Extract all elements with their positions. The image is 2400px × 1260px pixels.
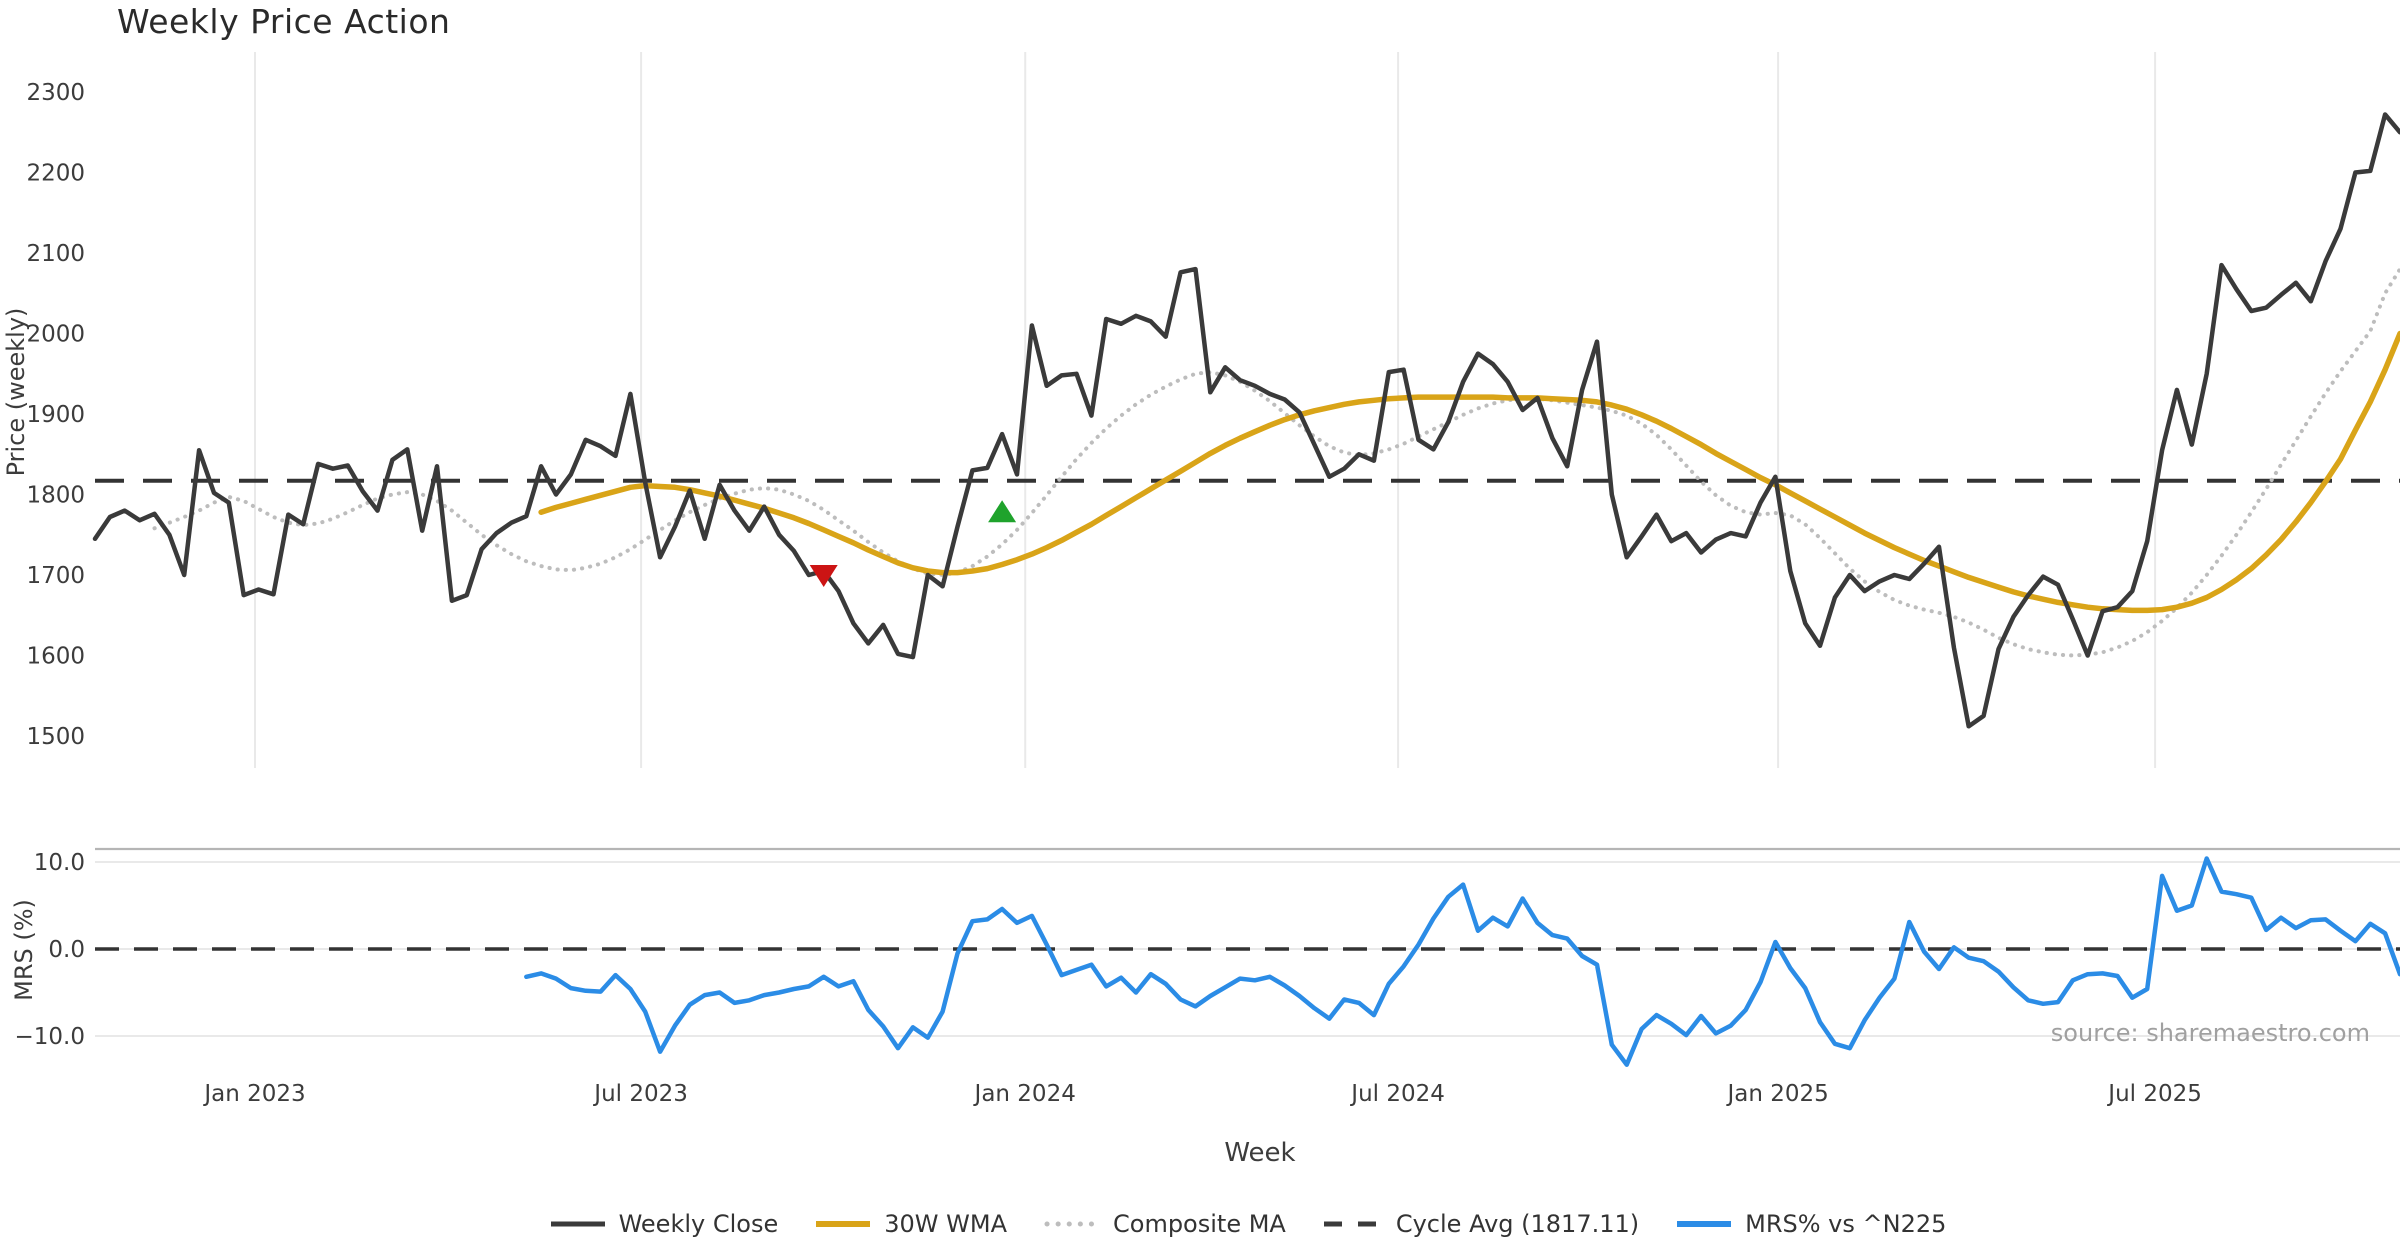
price-tick-label: 1900 xyxy=(26,402,85,428)
legend-item-weekly-close: Weekly Close xyxy=(549,1210,779,1238)
x-tick-label: Jul 2023 xyxy=(592,1081,688,1107)
legend-item-mrs: MRS% vs ^N225 xyxy=(1675,1210,1946,1238)
cycle-avg-dashed-line-icon xyxy=(1323,1221,1382,1227)
page-title: Weekly Price Action xyxy=(117,2,451,41)
legend-item-wma: 30W WMA xyxy=(814,1210,1007,1238)
price-tick-label: 2100 xyxy=(26,241,85,267)
price-tick-label: 2300 xyxy=(26,80,85,106)
price-tick-label: 1500 xyxy=(26,724,85,750)
legend-label: Composite MA xyxy=(1113,1210,1286,1238)
source-watermark: source: sharemaestro.com xyxy=(2050,1019,2370,1047)
x-tick-label: Jul 2025 xyxy=(2106,1081,2202,1107)
mrs-line-icon xyxy=(1677,1221,1732,1227)
legend-label: Weekly Close xyxy=(618,1210,779,1238)
legend: Weekly Close 30W WMA Composite MA Cycle … xyxy=(95,1210,2400,1238)
legend-item-composite: Composite MA xyxy=(1043,1210,1286,1238)
weekly-close-line-icon xyxy=(550,1221,605,1227)
legend-label: MRS% vs ^N225 xyxy=(1745,1210,1947,1238)
sell-signal-marker xyxy=(809,565,838,587)
mrs-tick-label: 0.0 xyxy=(48,937,85,963)
mrs-tick-label: 10.0 xyxy=(34,850,85,876)
legend-item-cycle-avg: Cycle Avg (1817.11) xyxy=(1322,1210,1639,1238)
x-tick-label: Jan 2024 xyxy=(973,1081,1076,1107)
price-tick-label: 1700 xyxy=(26,563,85,589)
x-tick-label: Jan 2025 xyxy=(1725,1081,1828,1107)
price-axis-label: Price (weekly) xyxy=(2,307,30,477)
mrs-axis-label: MRS (%) xyxy=(10,899,38,1001)
weekly-close-line xyxy=(92,112,2400,729)
wma-line xyxy=(538,330,2400,614)
wma-line-icon xyxy=(816,1221,871,1227)
price-tick-label: 1600 xyxy=(26,644,85,670)
x-tick-label: Jan 2023 xyxy=(202,1081,305,1107)
price-tick-label: 2000 xyxy=(26,322,85,348)
legend-label: Cycle Avg (1817.11) xyxy=(1395,1210,1640,1238)
buy-signal-marker xyxy=(988,500,1017,523)
legend-label: 30W WMA xyxy=(884,1210,1007,1238)
mrs-tick-label: −10.0 xyxy=(15,1024,85,1050)
composite-dotted-line-icon xyxy=(1044,1221,1101,1227)
price-tick-label: 1800 xyxy=(26,483,85,509)
x-tick-label: Jul 2024 xyxy=(1349,1081,1445,1107)
price-tick-label: 2200 xyxy=(26,161,85,187)
week-axis-label: Week xyxy=(1224,1138,1296,1168)
mrs-line xyxy=(524,856,2400,1067)
